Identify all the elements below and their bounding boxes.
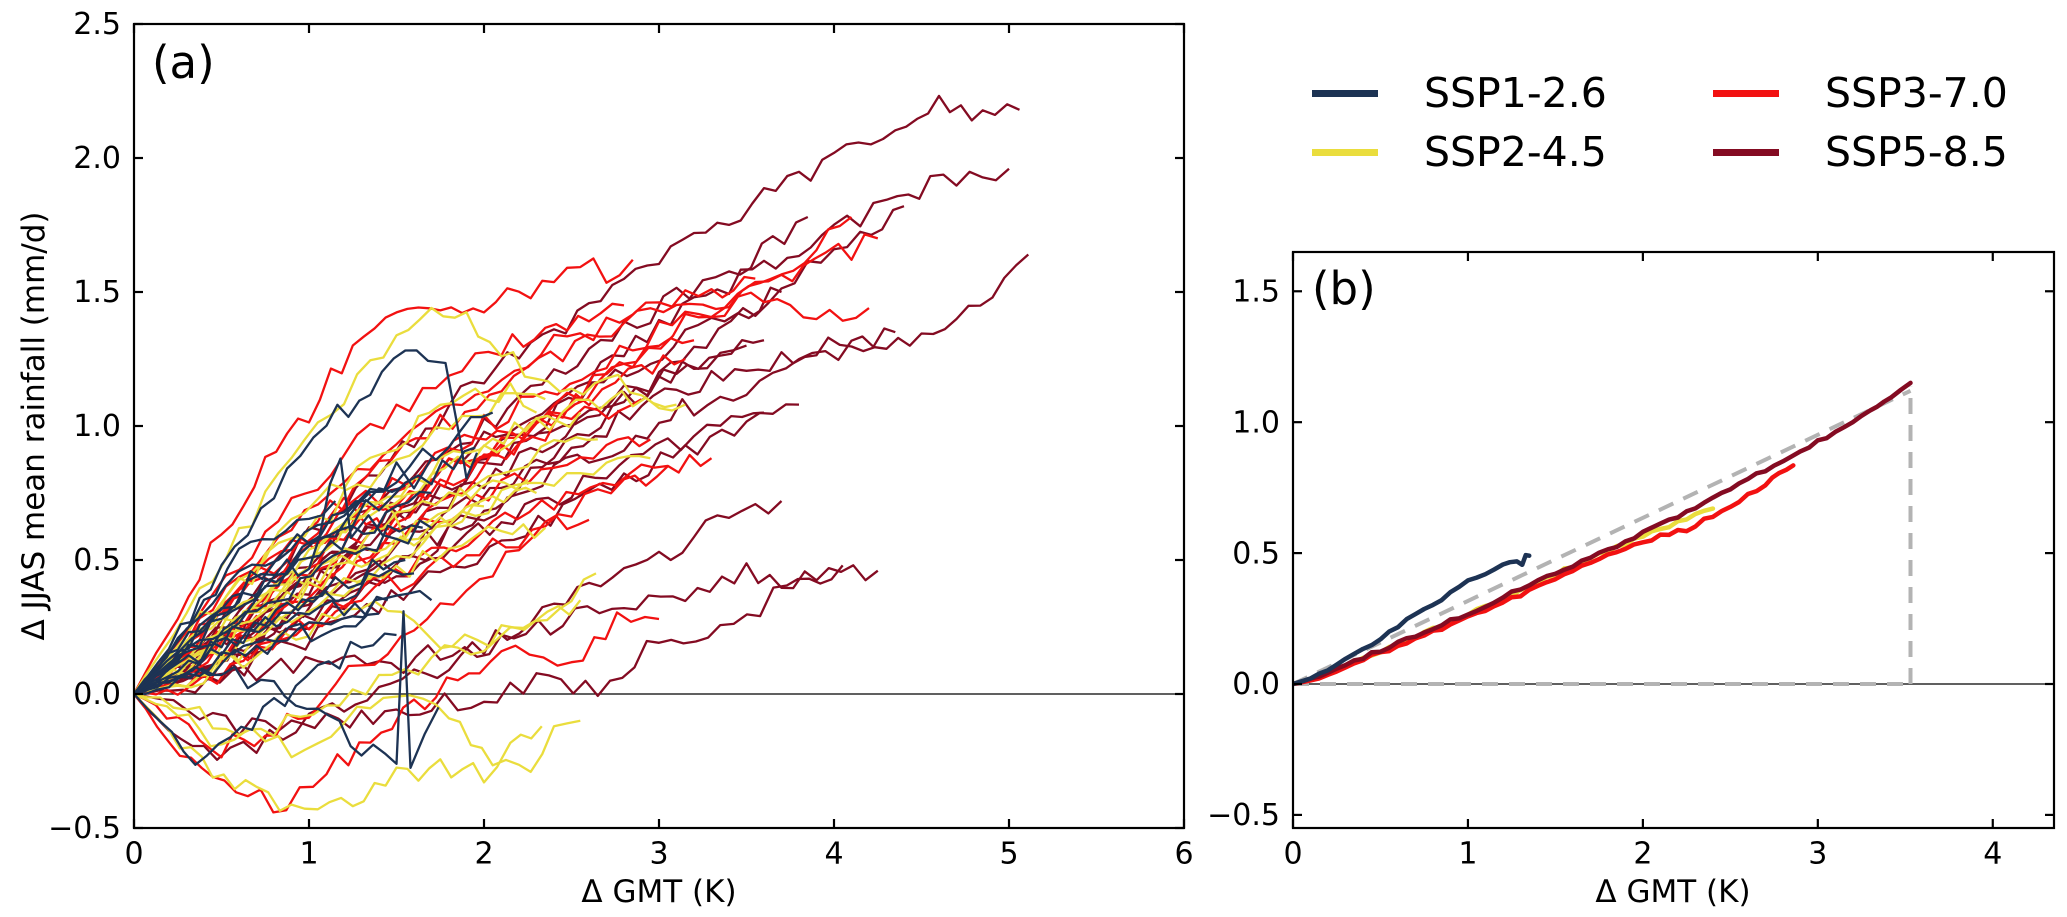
legend-line-ssp3-70-icon: [1713, 89, 1779, 97]
spaghetti-line: [133, 483, 406, 695]
panel-a-axes: 0 1 2 3 4 5 6 −0.5 0.0 0.5 1.0 1.5 2.0 2.5: [48, 7, 1193, 871]
legend-label-ssp1-26: SSP1-2.6: [1424, 69, 1607, 117]
panel-b-xtick-label: 1: [1458, 837, 1477, 872]
panel-b-xtick-label: 4: [1983, 837, 2002, 872]
legend-line-ssp2-45-icon: [1312, 148, 1378, 156]
panel-a-xtick-label: 1: [299, 837, 318, 872]
panel-b-ytick-label: −0.5: [1207, 798, 1280, 833]
panel-a-xtick-label: 4: [824, 837, 843, 872]
panel-a-ytick-label: 0.0: [73, 677, 121, 712]
panel-a-plot: [133, 94, 1184, 814]
spaghetti-line: [133, 562, 879, 696]
panel-a-ylabel: Δ JJAS mean rainfall (mm/d): [16, 211, 52, 641]
panel-b-ytick-label: 1.5: [1232, 274, 1280, 309]
spaghetti-line: [133, 253, 1030, 696]
spaghetti-line: [133, 595, 389, 696]
spaghetti-line: [133, 403, 800, 696]
panel-a-ytick-label: 0.5: [73, 543, 121, 578]
legend-entry-ssp5-85: SSP5-8.5: [1713, 128, 2008, 176]
panel-b-plot: [1292, 380, 2054, 687]
spaghetti-line: [133, 306, 677, 695]
panel-a-xtick-label: 5: [999, 837, 1018, 872]
series-ssp1-2-6: [1292, 552, 1532, 687]
panel-b-xtick-label: 0: [1283, 837, 1302, 872]
panel-a-ytick-label: 1.0: [73, 409, 121, 444]
spaghetti-line: [133, 465, 669, 759]
panel-b-xtick-label: 3: [1808, 837, 1827, 872]
panel-b-label: (b): [1312, 262, 1376, 315]
ensemble-mean-line: [1292, 380, 1913, 687]
panel-b-ytick-label: 0.5: [1232, 536, 1280, 571]
panel-b-ytick-label: 0.0: [1232, 667, 1280, 702]
spaghetti-line: [133, 500, 783, 761]
panel-b-xlabel: Δ GMT (K): [1595, 874, 1751, 910]
spaghetti-line: [133, 389, 686, 696]
series-ssp1-2-6: [133, 349, 494, 769]
spaghetti-line: [133, 486, 537, 696]
panel-a-ytick-label: 2.0: [73, 141, 121, 176]
legend-line-ssp1-26-icon: [1312, 89, 1378, 97]
panel-a-xlabel: Δ GMT (K): [581, 874, 737, 910]
legend-entry-ssp1-26: SSP1-2.6: [1312, 69, 1607, 117]
spaghetti-line: [133, 611, 660, 814]
spaghetti-line: [133, 454, 651, 696]
legend-entry-ssp3-70: SSP3-7.0: [1713, 69, 2008, 117]
panel-a-xtick-label: 3: [649, 837, 668, 872]
spaghetti-line: [133, 589, 433, 696]
panel-b-xtick-label: 2: [1633, 837, 1652, 872]
spaghetti-line: [133, 291, 870, 695]
legend-label-ssp3-70: SSP3-7.0: [1825, 69, 2008, 117]
reference-dashed-line: [1292, 388, 1912, 686]
legend-entry-ssp2-45: SSP2-4.5: [1312, 128, 1607, 176]
spaghetti-line: [133, 632, 397, 766]
spaghetti-line: [133, 558, 406, 695]
series-ssp5-8-5: [1292, 380, 1913, 687]
spaghetti-line: [133, 523, 547, 696]
spaghetti-line: [133, 599, 582, 748]
spaghetti-line: [133, 572, 597, 696]
ensemble-mean-line: [1292, 463, 1796, 687]
spaghetti-line: [133, 610, 440, 769]
spaghetti-line: [133, 500, 337, 695]
spaghetti-line: [133, 411, 564, 695]
panel-a-xtick-label: 0: [124, 837, 143, 872]
legend-label-ssp2-45: SSP2-4.5: [1424, 128, 1607, 176]
legend-line-ssp5-85-icon: [1713, 148, 1779, 156]
spaghetti-line: [133, 564, 844, 737]
panel-b-axes: 0 1 2 3 4 −0.5 0.0 0.5 1.0 1.5: [1207, 250, 2056, 872]
panel-b-ytick-label: 1.0: [1232, 405, 1280, 440]
panel-a-label: (a): [152, 36, 215, 89]
ensemble-mean-line: [1292, 552, 1532, 687]
legend-label-ssp5-85: SSP5-8.5: [1825, 128, 2008, 176]
spaghetti-line: [133, 612, 380, 696]
spaghetti-line: [133, 693, 543, 812]
panel-a-ytick-label: 1.5: [73, 275, 121, 310]
spaghetti-line: [133, 446, 476, 695]
panel-a-xtick-label: 6: [1174, 837, 1193, 872]
panel-a-xtick-label: 2: [474, 837, 493, 872]
series-ssp3-7-0: [1292, 463, 1796, 687]
spaghetti-line: [133, 411, 494, 695]
panel-a-ytick-label: −0.5: [48, 811, 121, 846]
spaghetti-line: [133, 692, 581, 774]
panel-a-ytick-label: 2.5: [73, 7, 121, 42]
spaghetti-line: [133, 257, 634, 695]
